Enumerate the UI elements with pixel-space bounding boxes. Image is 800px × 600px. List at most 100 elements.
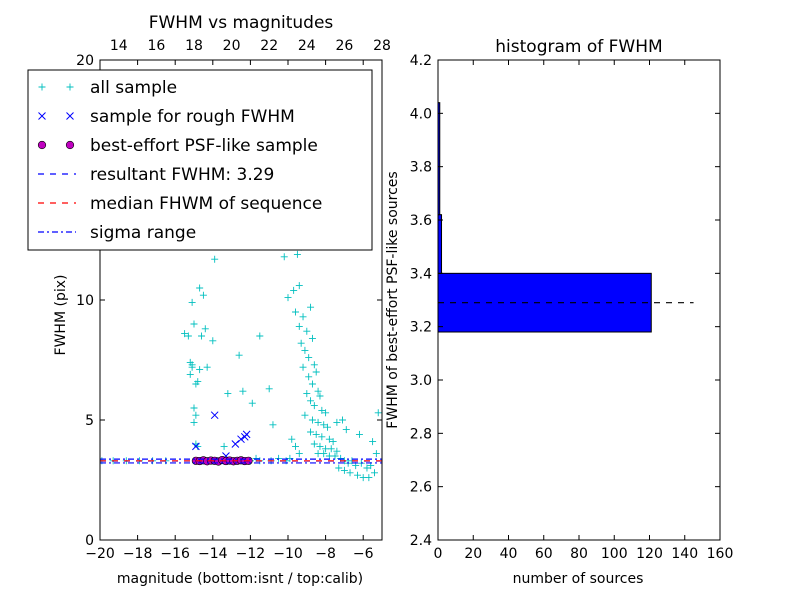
- y-tick-label: 4.0: [410, 106, 432, 122]
- data-point: [318, 406, 326, 414]
- data-point: [331, 452, 339, 460]
- y-tick-label: 3.0: [410, 373, 432, 389]
- data-point: [211, 255, 219, 263]
- top-tick-label: 16: [147, 38, 165, 54]
- data-point: [284, 294, 292, 302]
- legend-marker: [38, 83, 46, 91]
- data-point: [369, 438, 377, 446]
- top-tick-label: 18: [185, 38, 203, 54]
- data-point: [318, 433, 326, 441]
- data-point: [308, 416, 316, 424]
- data-point: [224, 390, 232, 398]
- x-tick-label: −12: [236, 546, 266, 562]
- data-point: [320, 421, 328, 429]
- top-tick-label: 24: [298, 38, 316, 54]
- x-tick-label: 20: [464, 546, 482, 562]
- data-point: [295, 322, 303, 330]
- data-point: [194, 378, 202, 386]
- y-tick-label: 20: [76, 53, 94, 69]
- data-point: [239, 387, 247, 395]
- x-tick-label: −10: [273, 546, 303, 562]
- histogram-bar: [437, 272, 652, 333]
- data-point: [299, 313, 307, 321]
- legend-label: best-effort PSF-like sample: [90, 136, 318, 156]
- legend-item: resultant FWHM: 3.29: [38, 165, 274, 185]
- data-point: [280, 253, 288, 261]
- data-point: [370, 469, 378, 477]
- data-point: [292, 308, 300, 316]
- legend-label: all sample: [90, 78, 177, 98]
- data-point: [190, 418, 198, 426]
- data-point: [308, 334, 316, 342]
- data-point: [181, 330, 189, 338]
- data-point: [220, 442, 228, 450]
- x-tick-label: −16: [160, 546, 190, 562]
- data-point: [297, 339, 305, 347]
- data-point: [192, 411, 200, 419]
- legend-label: resultant FWHM: 3.29: [90, 165, 274, 185]
- data-point: [310, 402, 318, 410]
- data-point: [293, 250, 301, 258]
- data-point: [231, 440, 240, 448]
- x-tick-label: −6: [353, 546, 374, 562]
- data-point: [196, 366, 204, 374]
- x-tick-label: 140: [671, 546, 698, 562]
- data-point: [339, 416, 347, 424]
- y-tick-label: 2.4: [410, 533, 432, 549]
- legend-item: median FHWM of sequence: [38, 194, 322, 214]
- data-point: [312, 368, 320, 376]
- data-point: [196, 284, 204, 292]
- data-point: [201, 325, 209, 333]
- legend-marker: [66, 112, 74, 120]
- legend-item: all sample: [38, 78, 177, 98]
- data-point: [190, 320, 198, 328]
- data-point: [303, 390, 311, 398]
- legend-label: sigma range: [90, 223, 196, 243]
- histogram-bar: [437, 214, 443, 274]
- data-point: [346, 469, 354, 477]
- y-tick-label: 5: [85, 413, 94, 429]
- data-point: [307, 397, 315, 405]
- x-tick-label: −14: [198, 546, 228, 562]
- data-point: [365, 474, 373, 482]
- legend-marker: [66, 83, 74, 91]
- y-tick-label: 2.6: [410, 480, 432, 496]
- data-point: [312, 430, 320, 438]
- data-point: [314, 387, 322, 395]
- data-point: [329, 438, 337, 446]
- data-point: [325, 435, 333, 443]
- data-point: [198, 332, 206, 340]
- data-point: [235, 351, 243, 359]
- legend-label: sample for rough FWHM: [90, 107, 295, 127]
- data-point: [190, 404, 198, 412]
- plot-area: [100, 195, 382, 482]
- data-point: [275, 454, 283, 462]
- data-point: [323, 423, 331, 431]
- data-point: [290, 286, 298, 294]
- x-tick-label: −8: [315, 546, 336, 562]
- data-point: [310, 361, 318, 369]
- x-tick-label: 60: [535, 546, 553, 562]
- data-point: [256, 332, 264, 340]
- data-point: [322, 409, 330, 417]
- data-point: [355, 430, 363, 438]
- x-axis-label: number of sources: [513, 571, 644, 587]
- y-tick-label: 4.2: [410, 53, 432, 69]
- data-point: [286, 454, 294, 462]
- data-point: [295, 450, 303, 458]
- data-point: [310, 440, 318, 448]
- y-axis-label: FWHM (pix): [53, 275, 69, 356]
- data-point: [374, 409, 382, 417]
- legend-marker: [37, 140, 47, 150]
- chart-title: histogram of FWHM: [495, 37, 662, 57]
- fwhm-histogram-chart: 0 20 40 60 80 100 120 140 160 2.4 2.6 2.8 3.0 3.2 3.4 3…: [385, 37, 733, 587]
- x-tick-label: 80: [570, 546, 588, 562]
- data-point: [320, 450, 328, 458]
- data-point: [199, 291, 207, 299]
- series-all-sample: [100, 195, 382, 482]
- data-point: [192, 442, 200, 451]
- data-point: [242, 430, 251, 439]
- data-point: [305, 373, 313, 381]
- x-tick-label: 160: [707, 546, 734, 562]
